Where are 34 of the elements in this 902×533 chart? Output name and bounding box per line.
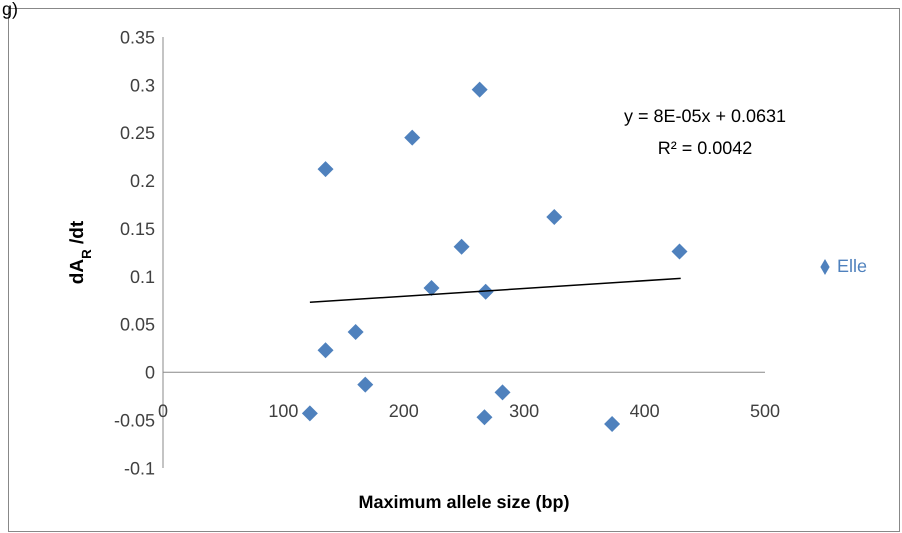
- legend-label: Elle: [836, 256, 867, 276]
- point: [423, 280, 440, 296]
- point: [454, 238, 470, 255]
- x-tick-label: 100: [268, 401, 298, 421]
- point: [404, 130, 420, 146]
- point: [494, 384, 511, 400]
- y-tick-label: 0: [144, 362, 155, 383]
- point: [472, 82, 488, 98]
- y-tick-label: -0.1: [124, 458, 155, 478]
- y-tick-label: 0.1: [130, 266, 155, 287]
- y-tick-label: 0.2: [130, 171, 155, 192]
- y-tick-label: 0.15: [120, 218, 155, 239]
- point: [357, 376, 374, 393]
- y-tick-label: -0.05: [114, 410, 155, 430]
- point: [348, 324, 364, 340]
- point: [318, 342, 334, 358]
- point: [546, 209, 562, 226]
- y-tick-label: 0.35: [120, 27, 155, 48]
- y-tick-label: 0.25: [120, 123, 155, 144]
- point: [476, 409, 492, 426]
- y-tick-label: 0.3: [130, 75, 155, 96]
- point: [604, 416, 620, 432]
- x-tick-label: 500: [750, 401, 780, 421]
- point: [672, 244, 688, 260]
- annotation: y = 8E-05x + 0.0631: [624, 106, 786, 126]
- y-tick-label: 0.05: [120, 314, 155, 335]
- point: [318, 161, 334, 178]
- x-axis-title: Maximum allele size (bp): [358, 492, 570, 512]
- annotation: R² = 0.0042: [658, 138, 752, 158]
- x-tick-label: 300: [509, 401, 540, 421]
- x-tick-label: 200: [388, 401, 419, 421]
- point: [302, 405, 318, 422]
- x-tick-label: 400: [630, 401, 660, 421]
- text: g): [2, 0, 18, 19]
